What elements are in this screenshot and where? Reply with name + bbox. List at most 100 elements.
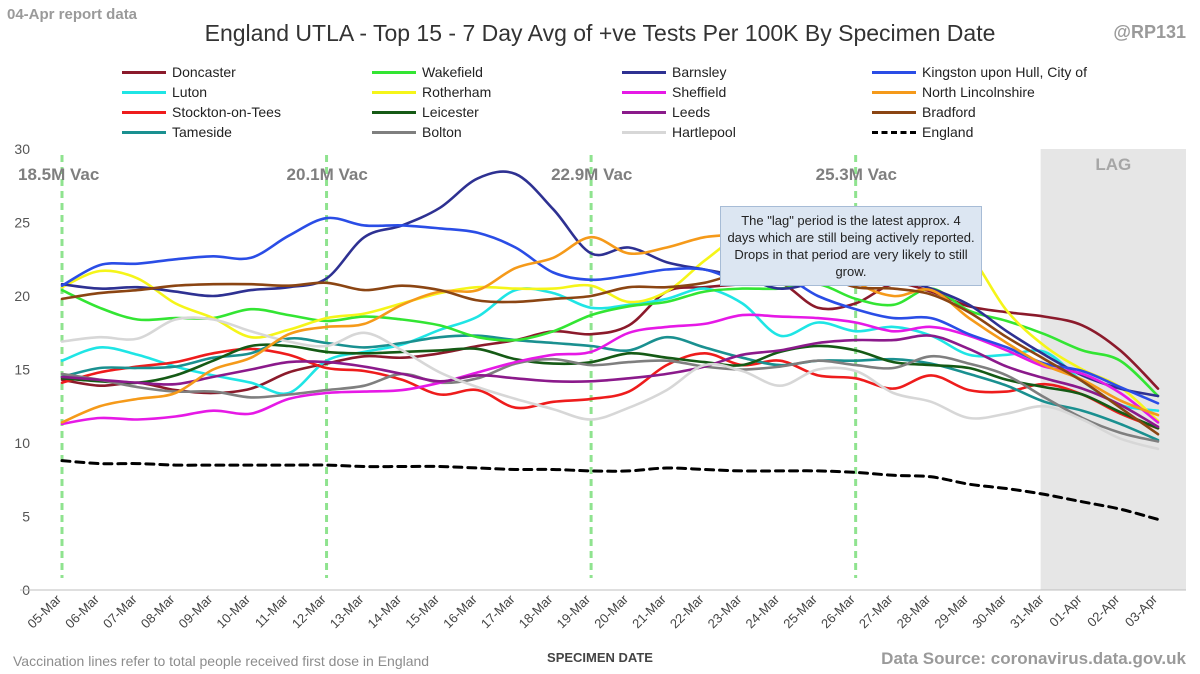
legend-swatch xyxy=(372,70,416,74)
x-tick-label: 07-Mar xyxy=(100,591,140,631)
x-tick-label: 28-Mar xyxy=(894,591,934,631)
x-tick-label: 16-Mar xyxy=(440,591,480,631)
legend-item-sheffield: Sheffield xyxy=(622,82,872,102)
legend-item-leicester: Leicester xyxy=(372,102,622,122)
x-tick-label: 30-Mar xyxy=(969,591,1009,631)
legend-item-hartlepool: Hartlepool xyxy=(622,122,872,142)
legend-swatch xyxy=(872,130,916,134)
series-line-luton xyxy=(60,287,1160,412)
series-line-bolton xyxy=(60,354,1160,443)
x-tick-label: 13-Mar xyxy=(327,591,367,631)
series-line-tameside xyxy=(60,334,1160,442)
x-tick-label: 01-Apr xyxy=(1046,591,1085,630)
legend-item-bradford: Bradford xyxy=(872,102,1122,122)
legend-item-leeds: Leeds xyxy=(622,102,872,122)
y-tick-label: 5 xyxy=(22,509,30,525)
legend-label: North Lincolnshire xyxy=(922,84,1035,100)
legend-label: Bolton xyxy=(422,124,462,140)
data-source: Data Source: coronavirus.data.gov.uk xyxy=(881,649,1186,668)
legend-label: Tameside xyxy=(172,124,232,140)
legend-swatch xyxy=(122,110,166,114)
author-handle: @RP131 xyxy=(1113,22,1186,42)
legend-label: Kingston upon Hull, City of xyxy=(922,64,1087,80)
legend-swatch xyxy=(122,130,166,134)
x-tick-label: 25-Mar xyxy=(780,591,820,631)
x-tick-label: 26-Mar xyxy=(818,591,858,631)
vaccination-label: 18.5M Vac xyxy=(18,165,99,184)
series-line-leicester xyxy=(60,343,1160,430)
legend-item-bolton: Bolton xyxy=(372,122,622,142)
legend-item-luton: Luton xyxy=(122,82,372,102)
y-tick-label: 30 xyxy=(14,141,30,157)
legend-label: Leeds xyxy=(672,104,711,120)
series-line-kingston-upon-hull-city-of xyxy=(60,216,1160,405)
series-line-bradford xyxy=(60,268,1160,436)
series-line-north-lincolnshire xyxy=(60,228,1160,424)
series-line-leeds xyxy=(60,334,1160,429)
legend-swatch xyxy=(122,90,166,94)
legend-item-kingston-upon-hull-city-of: Kingston upon Hull, City of xyxy=(872,62,1122,82)
x-tick-label: 11-Mar xyxy=(252,591,292,631)
legend-swatch xyxy=(622,70,666,74)
legend-item-doncaster: Doncaster xyxy=(122,62,372,82)
legend-swatch xyxy=(872,110,916,114)
y-tick-label: 15 xyxy=(14,362,30,378)
series-line-stockton-on-tees xyxy=(60,347,1160,430)
legend-label: Stockton-on-Tees xyxy=(172,104,281,120)
legend-swatch xyxy=(622,90,666,94)
x-tick-label: 27-Mar xyxy=(856,591,896,631)
legend-swatch xyxy=(122,70,166,74)
x-tick-label: 22-Mar xyxy=(667,591,707,631)
x-tick-label: 21-Mar xyxy=(629,591,669,631)
legend-item-north-lincolnshire: North Lincolnshire xyxy=(872,82,1122,102)
legend: Doncaster Wakefield Barnsley Kingston upon … xyxy=(122,62,1122,142)
x-tick-label: 02-Apr xyxy=(1084,591,1123,630)
x-tick-label: 31-Mar xyxy=(1007,591,1047,631)
legend-item-wakefield: Wakefield xyxy=(372,62,622,82)
legend-swatch xyxy=(622,110,666,114)
series-line-wakefield xyxy=(60,282,1160,398)
vaccination-note: Vaccination lines refer to total people … xyxy=(13,653,430,669)
legend-label: Wakefield xyxy=(422,64,483,80)
lag-label: LAG xyxy=(1095,155,1131,174)
legend-label: Rotherham xyxy=(422,84,492,100)
legend-swatch xyxy=(872,90,916,94)
x-tick-label: 29-Mar xyxy=(931,591,971,631)
legend-swatch xyxy=(372,90,416,94)
x-tick-label: 03-Apr xyxy=(1122,591,1161,630)
x-tick-label: 18-Mar xyxy=(516,591,556,631)
x-tick-label: 19-Mar xyxy=(553,591,593,631)
x-tick-label: 15-Mar xyxy=(402,591,442,631)
y-tick-label: 10 xyxy=(14,435,30,451)
chart-title: England UTLA - Top 15 - 7 Day Avg of +ve… xyxy=(204,20,996,46)
legend-item-barnsley: Barnsley xyxy=(622,62,872,82)
legend-label: Doncaster xyxy=(172,64,236,80)
legend-item-stockton-on-tees: Stockton-on-Tees xyxy=(122,102,372,122)
x-tick-label: 10-Mar xyxy=(213,591,253,631)
legend-swatch xyxy=(622,130,666,134)
legend-item-rotherham: Rotherham xyxy=(372,82,622,102)
y-tick-label: 25 xyxy=(14,215,30,231)
y-tick-label: 20 xyxy=(14,288,30,304)
x-tick-label: 06-Mar xyxy=(62,591,102,631)
legend-swatch xyxy=(372,110,416,114)
series-line-hartlepool xyxy=(60,316,1160,451)
legend-label: Sheffield xyxy=(672,84,727,100)
report-date-label: 04-Apr report data xyxy=(7,6,138,23)
legend-item-tameside: Tameside xyxy=(122,122,372,142)
x-tick-label: 08-Mar xyxy=(138,591,178,631)
series-line-england xyxy=(60,459,1160,521)
x-tick-label: 09-Mar xyxy=(176,591,216,631)
legend-label: Bradford xyxy=(922,104,976,120)
x-tick-label: 14-Mar xyxy=(365,591,405,631)
x-tick-label: 24-Mar xyxy=(742,591,782,631)
x-axis-title: SPECIMEN DATE xyxy=(547,650,653,665)
x-tick-label: 12-Mar xyxy=(289,591,329,631)
vaccination-label: 25.3M Vac xyxy=(816,165,897,184)
legend-label: England xyxy=(922,124,974,140)
legend-item-england: England xyxy=(872,122,1122,142)
legend-label: Barnsley xyxy=(672,64,727,80)
lag-annotation: The "lag" period is the latest approx. 4… xyxy=(720,206,982,286)
x-tick-label: 17-Mar xyxy=(478,591,518,631)
